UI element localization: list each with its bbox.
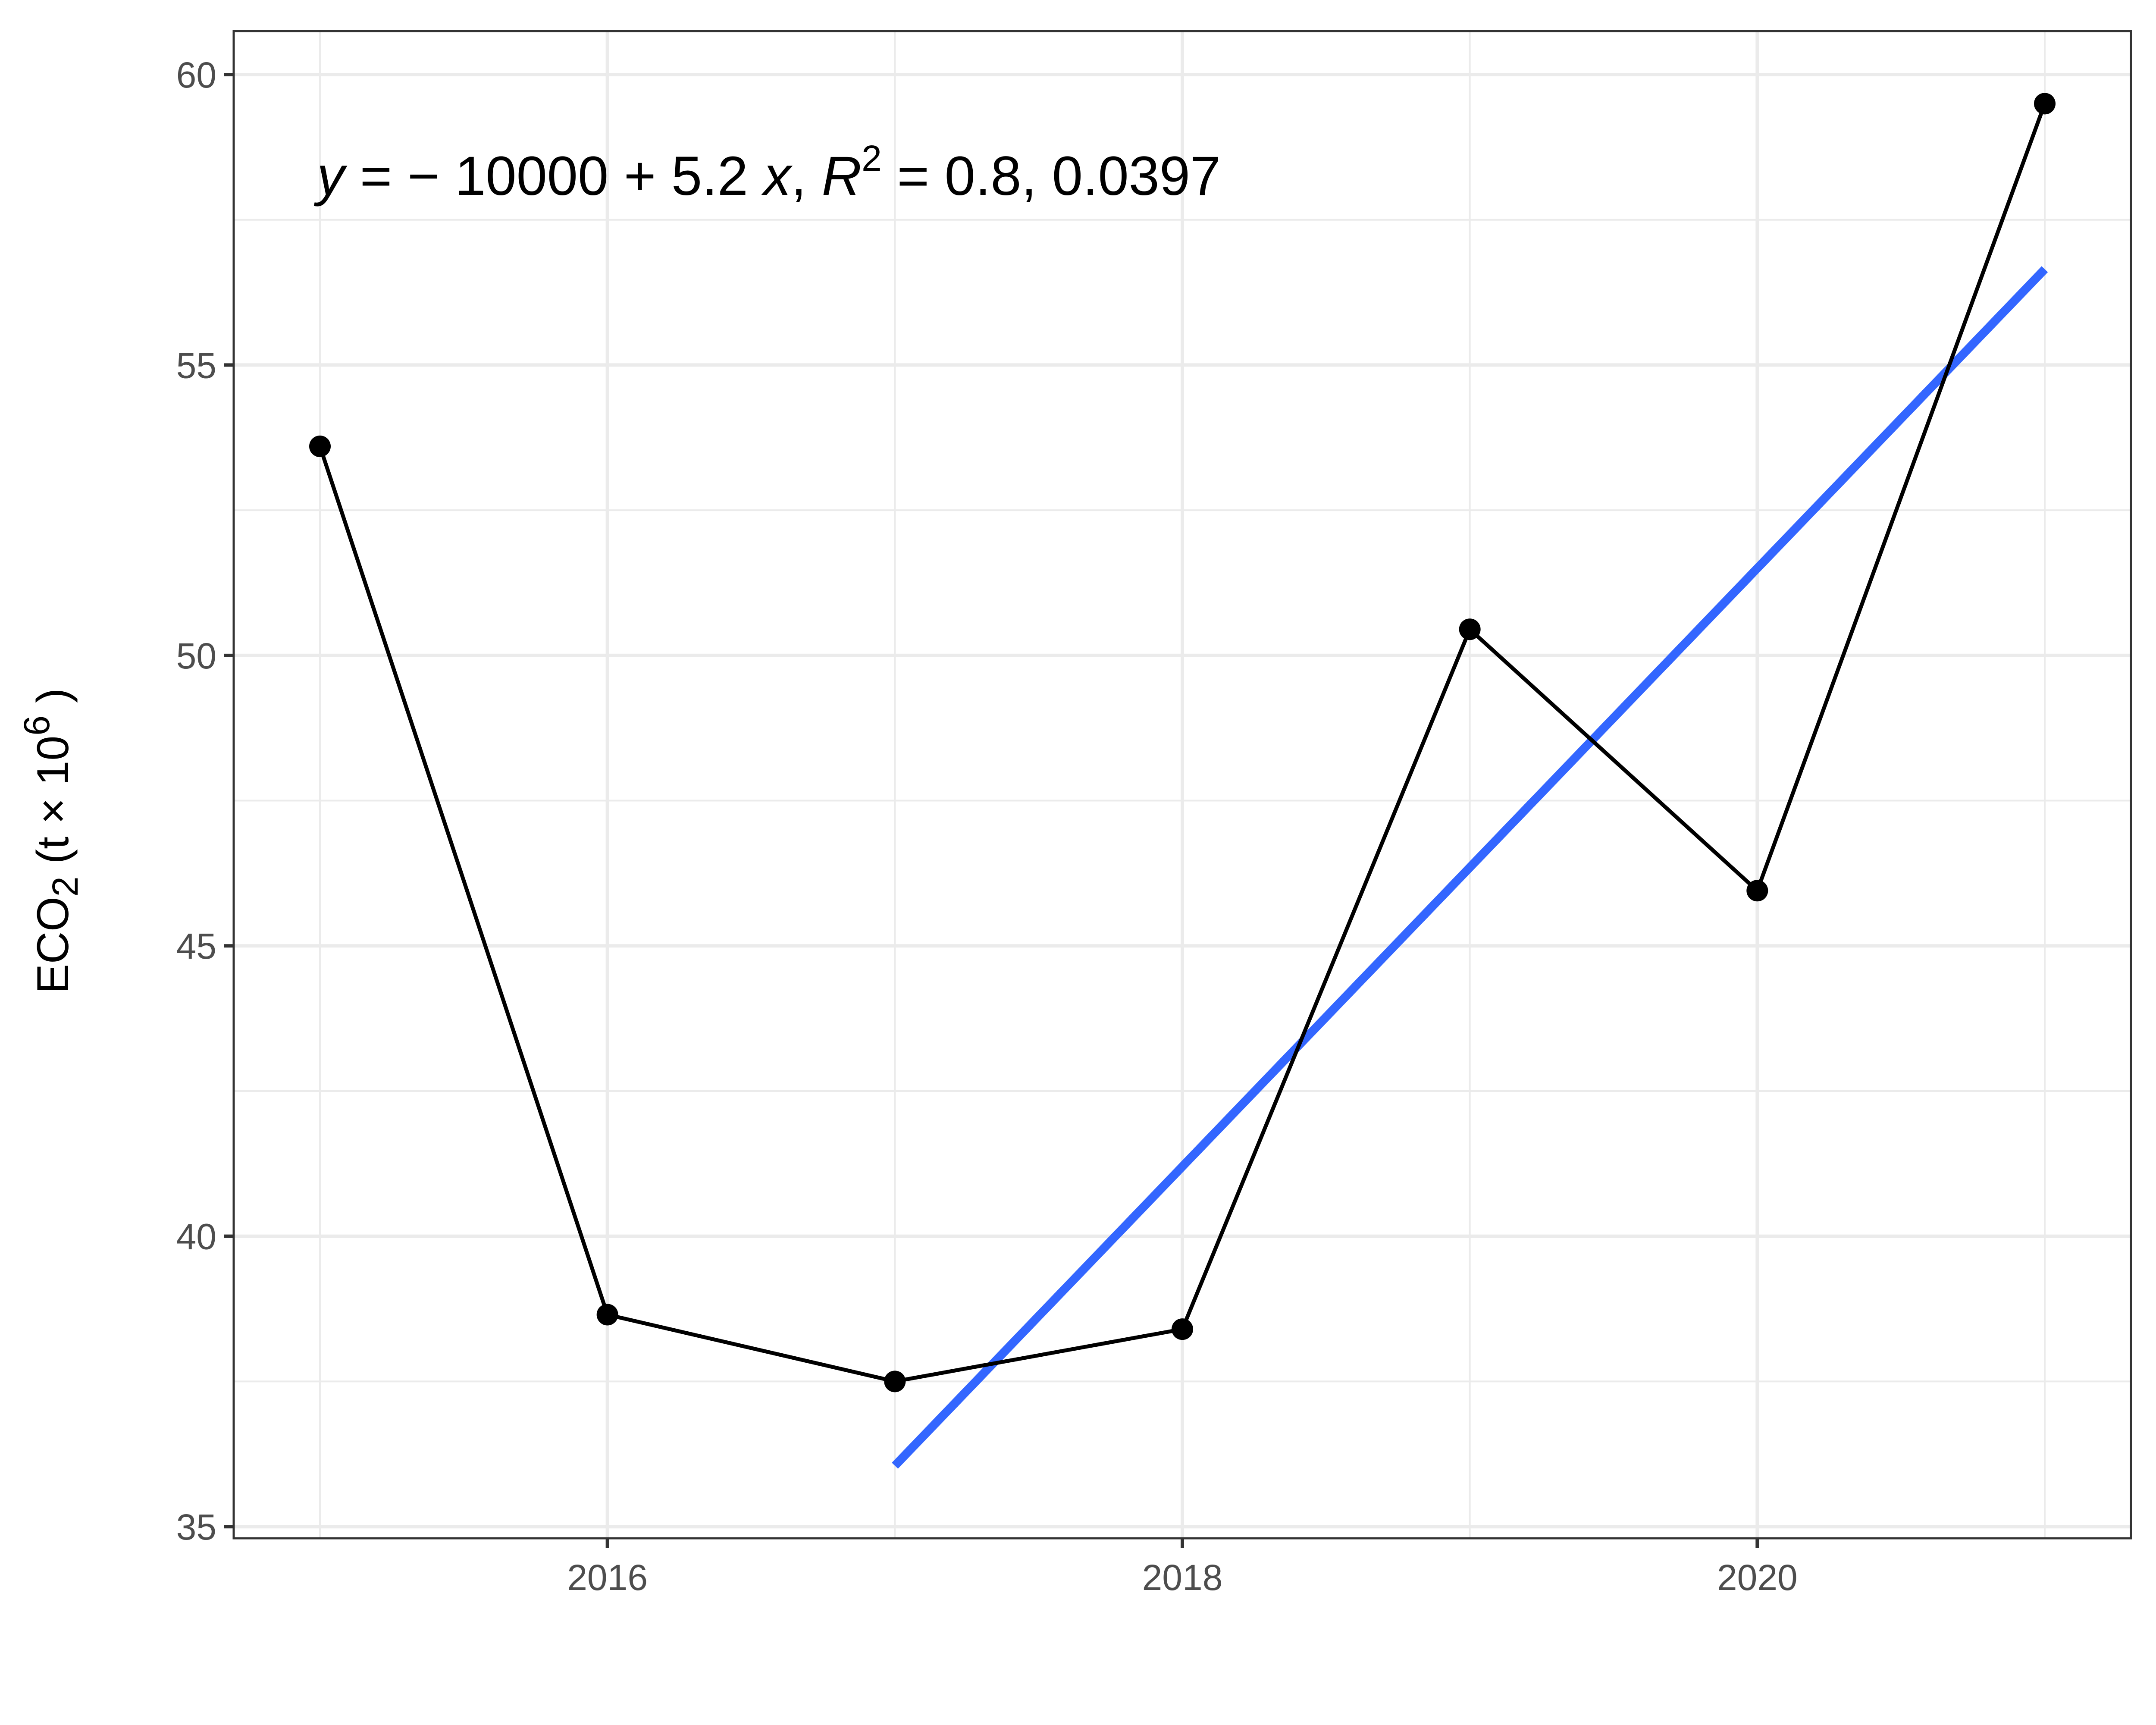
data-point <box>884 1371 906 1393</box>
regression-annotation: y = − 10000 + 5.2 x, R2 = 0.8, 0.0397 <box>313 138 1221 207</box>
x-axis: 2016 2018 2020 <box>567 1538 1798 1598</box>
y-axis: 35 40 45 50 55 60 <box>176 55 234 1547</box>
y-tick-label: 55 <box>176 345 216 386</box>
data-point <box>596 1304 618 1326</box>
y-tick-label: 45 <box>176 926 216 966</box>
y-axis-title: ECO2 (t × 106 ) <box>16 688 85 994</box>
y-tick-label: 50 <box>176 636 216 676</box>
y-tick-label: 60 <box>176 55 216 95</box>
data-point <box>1172 1318 1193 1340</box>
series-layer <box>309 93 2056 1393</box>
annotation-separator: , <box>791 145 822 207</box>
annotation-r-exponent: 2 <box>862 138 882 179</box>
y-axis-title-exponent: 6 <box>16 715 57 736</box>
x-tick-label: 2020 <box>1717 1557 1798 1598</box>
x-tick-label: 2018 <box>1142 1557 1223 1598</box>
data-point <box>309 435 331 457</box>
data-point <box>2034 93 2056 115</box>
annotation-y-var: y <box>313 145 348 207</box>
y-axis-title-main: ECO <box>28 897 78 994</box>
annotation-r-var: R <box>822 145 862 207</box>
y-axis-title-end: ) <box>28 688 78 716</box>
y-axis-title-subscript: 2 <box>45 876 85 897</box>
annotation-r-value: = 0.8, 0.0397 <box>882 145 1221 207</box>
data-point <box>1746 880 1768 902</box>
annotation-x-var: x <box>761 145 793 207</box>
y-tick-label: 40 <box>176 1217 216 1257</box>
fit-line-layer <box>892 266 2048 1469</box>
annotation-equation: = − 10000 + 5.2 <box>345 145 764 207</box>
x-tick-label: 2016 <box>567 1557 648 1598</box>
major-gridlines <box>234 31 2131 1538</box>
y-axis-title-unit: (t × 10 <box>28 736 78 877</box>
data-point <box>1459 618 1481 640</box>
y-tick-label: 35 <box>176 1507 216 1547</box>
fit-line <box>892 266 2048 1469</box>
